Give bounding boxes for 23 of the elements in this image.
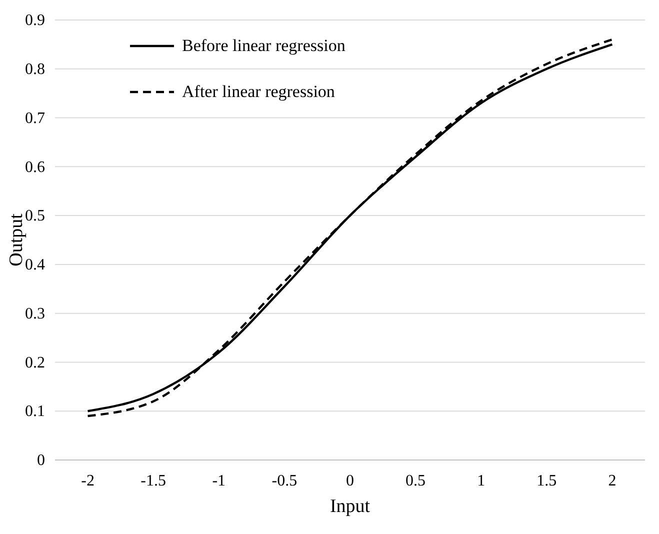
x-axis-title: Input (330, 496, 371, 517)
x-tick-label: -0.5 (272, 472, 298, 490)
y-tick-label: 0.6 (25, 158, 45, 176)
y-tick-label: 0.2 (25, 354, 45, 372)
x-tick-label: 0 (346, 472, 354, 490)
y-tick-label: 0.5 (25, 208, 45, 225)
legend-label: After linear regression (182, 82, 336, 101)
y-tick-label: 0.8 (25, 61, 45, 78)
x-tick-label: 1.5 (536, 472, 557, 490)
y-tick-label: 0.7 (25, 110, 45, 127)
x-tick-label: -1 (212, 472, 226, 490)
y-tick-label: 0.4 (25, 256, 45, 274)
x-tick-label: 2 (608, 472, 616, 490)
x-tick-label: 0.5 (406, 472, 426, 490)
x-tick-label: -1.5 (140, 472, 166, 490)
y-tick-label: 0.9 (25, 12, 45, 30)
y-tick-label: 0 (37, 452, 45, 470)
x-tick-label: 1 (477, 472, 486, 490)
y-tick-label: 0.3 (25, 305, 45, 322)
y-axis-title: Output (6, 212, 27, 266)
x-tick-label: -2 (81, 472, 94, 490)
legend-label: Before linear regression (182, 36, 346, 55)
y-tick-label: 0.1 (25, 403, 45, 420)
